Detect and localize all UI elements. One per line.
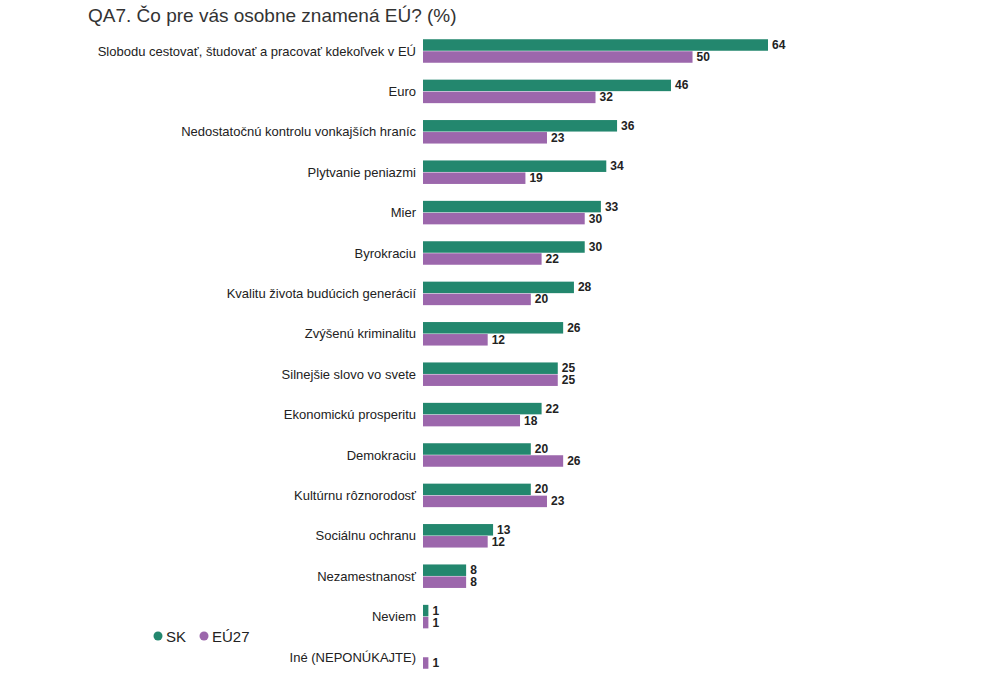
category-label: Byrokraciu bbox=[355, 246, 416, 261]
data-label: 30 bbox=[589, 240, 603, 254]
category-label: Demokraciu bbox=[347, 448, 416, 463]
data-label: 18 bbox=[524, 414, 538, 428]
bar bbox=[423, 201, 601, 213]
category-label: Euro bbox=[389, 84, 416, 99]
bar bbox=[423, 80, 671, 92]
bar bbox=[423, 576, 466, 588]
data-label: 46 bbox=[675, 78, 689, 92]
bar bbox=[423, 496, 547, 508]
data-label: 20 bbox=[535, 442, 549, 456]
bar bbox=[423, 334, 488, 346]
category-label: Silnejšie slovo vo svete bbox=[282, 367, 416, 382]
bar bbox=[423, 132, 547, 144]
category-label: Plytvanie peniazmi bbox=[308, 165, 416, 180]
data-label: 26 bbox=[567, 454, 581, 468]
category-label: Nedostatočnú kontrolu vonkajších hraníc bbox=[181, 124, 416, 139]
category-label: Mier bbox=[391, 205, 417, 220]
data-label: 32 bbox=[600, 90, 614, 104]
category-label: Slobodu cestovať, študovať a pracovať kd… bbox=[98, 44, 416, 59]
bar bbox=[423, 524, 493, 536]
bar bbox=[423, 92, 596, 104]
data-label: 28 bbox=[578, 280, 592, 294]
bar bbox=[423, 455, 563, 467]
data-label: 64 bbox=[772, 38, 786, 52]
data-label: 34 bbox=[610, 159, 624, 173]
legend-label: EÚ27 bbox=[212, 628, 250, 645]
data-label: 50 bbox=[697, 50, 711, 64]
data-label: 12 bbox=[492, 535, 506, 549]
data-label: 25 bbox=[562, 373, 576, 387]
data-label: 26 bbox=[567, 321, 581, 335]
bar bbox=[423, 160, 606, 172]
bar bbox=[423, 51, 693, 63]
data-label: 20 bbox=[535, 292, 549, 306]
legend: SK EÚ27 bbox=[154, 628, 250, 645]
bar bbox=[423, 374, 558, 386]
bar bbox=[423, 415, 520, 427]
bars bbox=[423, 39, 768, 669]
legend-marker bbox=[154, 632, 163, 641]
chart-container: QA7. Čo pre vás osobne znamená EÚ? (%) Sl… bbox=[0, 0, 1008, 673]
data-label: 33 bbox=[605, 200, 619, 214]
category-label: Iné (NEPONÚKAJTE) bbox=[290, 650, 416, 665]
bar bbox=[423, 253, 542, 265]
bar bbox=[423, 605, 428, 617]
bar bbox=[423, 120, 617, 132]
data-label: 22 bbox=[546, 252, 560, 266]
category-label: Kvalitu života budúcich generácií bbox=[227, 286, 417, 301]
category-label: Kultúrnu rôznorodosť bbox=[294, 488, 416, 503]
category-label: Nezamestnanosť bbox=[317, 569, 416, 584]
bar bbox=[423, 362, 558, 374]
category-label: Sociálnu ochranu bbox=[316, 528, 416, 543]
bar bbox=[423, 282, 574, 294]
labels: Slobodu cestovať, študovať a pracovať kd… bbox=[98, 38, 786, 670]
data-label: 30 bbox=[589, 212, 603, 226]
data-label: 23 bbox=[551, 494, 565, 508]
data-label: 36 bbox=[621, 119, 635, 133]
bar bbox=[423, 536, 488, 548]
title: QA7. Čo pre vás osobne znamená EÚ? (%) bbox=[88, 5, 457, 26]
data-label: 1 bbox=[432, 616, 439, 630]
data-label: 22 bbox=[546, 402, 560, 416]
data-label: 23 bbox=[551, 131, 565, 145]
category-label: Zvýšenú kriminalitu bbox=[305, 326, 416, 341]
data-label: 19 bbox=[529, 171, 543, 185]
bar bbox=[423, 294, 531, 306]
bar bbox=[423, 213, 585, 225]
bar bbox=[423, 443, 531, 455]
bar bbox=[423, 241, 585, 253]
bar bbox=[423, 39, 768, 51]
bar bbox=[423, 564, 466, 576]
bar bbox=[423, 617, 428, 629]
bar bbox=[423, 172, 525, 184]
legend-marker bbox=[200, 632, 209, 641]
data-label: 20 bbox=[535, 482, 549, 496]
bar bbox=[423, 657, 428, 669]
category-label: Ekonomickú prosperitu bbox=[284, 407, 416, 422]
data-label: 12 bbox=[492, 333, 506, 347]
chart-svg: QA7. Čo pre vás osobne znamená EÚ? (%) Sl… bbox=[0, 0, 1008, 673]
bar bbox=[423, 484, 531, 496]
category-label: Neviem bbox=[372, 609, 416, 624]
data-label: 1 bbox=[432, 656, 439, 670]
data-label: 8 bbox=[470, 575, 477, 589]
legend-label: SK bbox=[166, 628, 186, 645]
